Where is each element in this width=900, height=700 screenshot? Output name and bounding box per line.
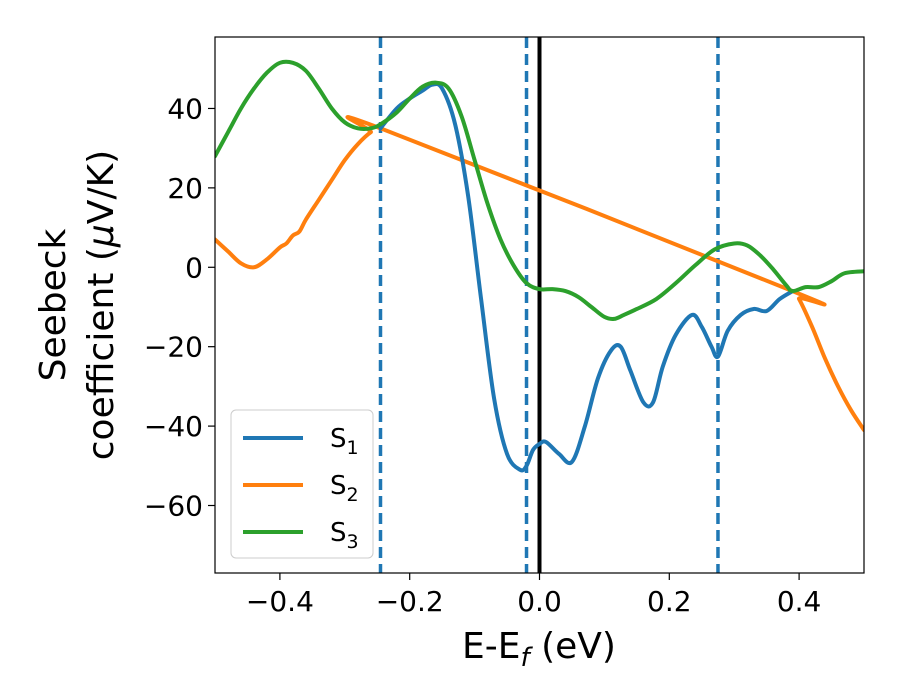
x-tick-label: 0.2	[647, 585, 692, 618]
legend-label-s2: S2	[330, 471, 359, 506]
y-axis-title-line1: Seebeck	[33, 228, 74, 381]
y-tick-label: 40	[167, 92, 203, 125]
x-axis-ticks: −0.4 −0.2 0.0 0.2 0.4	[246, 573, 821, 618]
legend-label-s1: S1	[330, 424, 359, 459]
vertical-lines	[378, 37, 720, 573]
y-tick-label: 20	[167, 172, 203, 205]
x-tick-label: 0.0	[517, 585, 562, 618]
x-tick-label: −0.4	[246, 585, 314, 618]
y-tick-label: −40	[144, 410, 203, 443]
series-line-s1	[378, 82, 795, 473]
y-axis-ticks: 40 20 0 −20 −40 −60	[144, 92, 215, 523]
legend-label-s3: S3	[330, 518, 359, 553]
y-tick-label: −20	[144, 331, 203, 364]
legend: S1 S2 S3	[230, 409, 374, 559]
x-axis-title: E-Ef (eV)	[462, 626, 616, 673]
y-tick-label: −60	[144, 490, 203, 523]
series-lines	[215, 59, 864, 473]
y-axis-title-line2: coefficient (μV/K)	[81, 150, 122, 460]
y-tick-label: 0	[185, 251, 203, 284]
series-line-s3	[215, 59, 864, 322]
x-tick-label: −0.2	[376, 585, 444, 618]
series-line-s2	[215, 114, 864, 433]
x-tick-label: 0.4	[777, 585, 822, 618]
